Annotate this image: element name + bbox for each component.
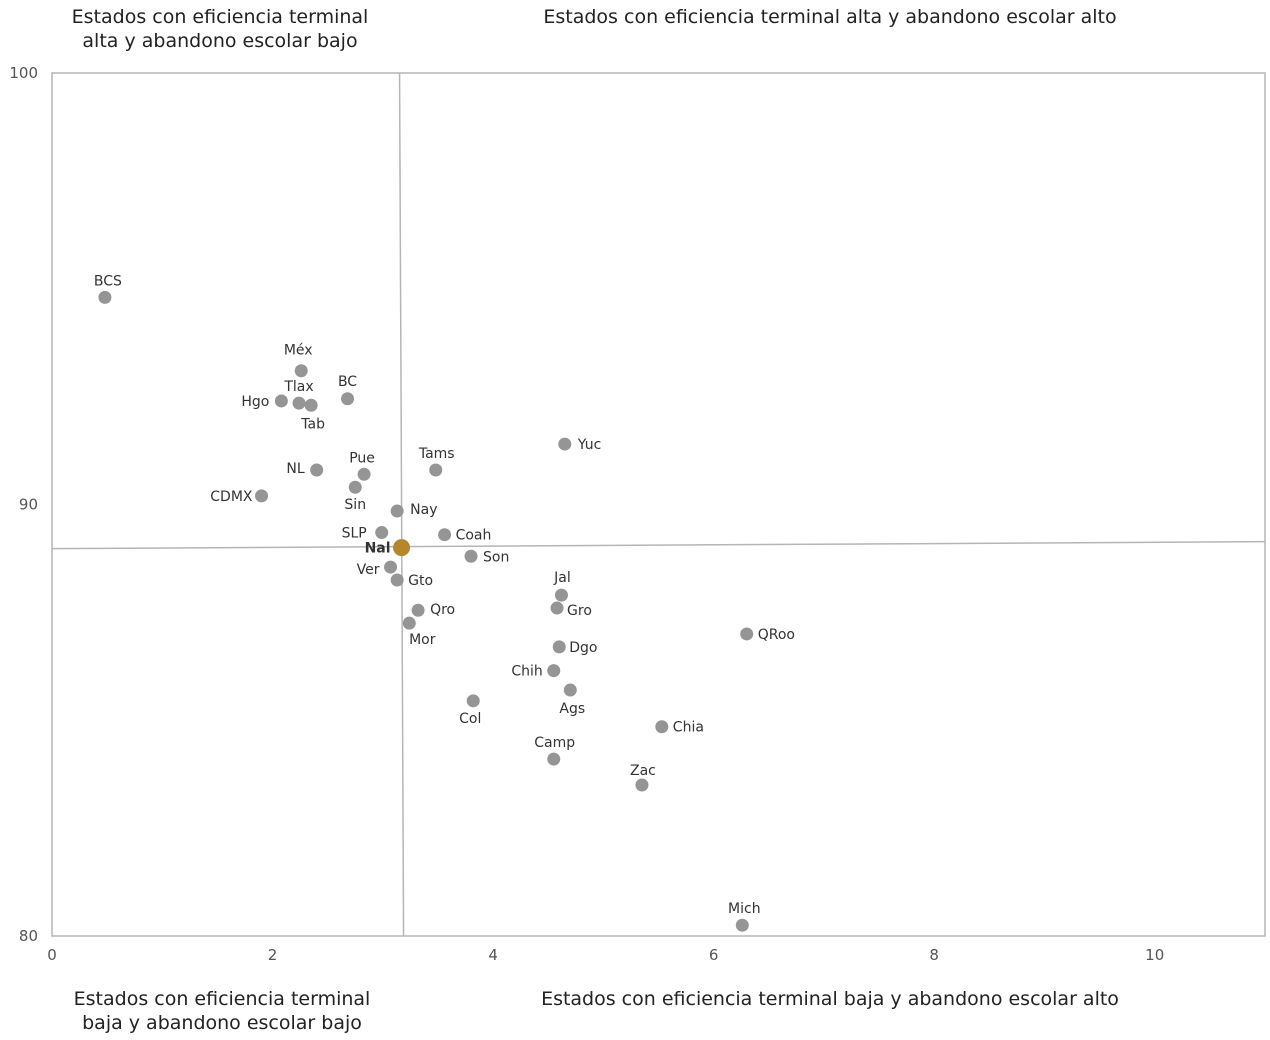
data-point xyxy=(547,664,561,678)
data-point-label: Tlax xyxy=(283,379,313,395)
data-point xyxy=(375,526,389,540)
data-point xyxy=(390,504,404,518)
data-point xyxy=(98,290,112,304)
data-point-label: SLP xyxy=(342,526,367,542)
data-point xyxy=(550,601,564,615)
plot-frame xyxy=(51,72,1266,937)
data-point-label: Dgo xyxy=(569,640,597,656)
data-point xyxy=(554,588,568,602)
data-point-label: Son xyxy=(483,549,509,565)
data-point xyxy=(466,694,480,708)
data-point-label: BCS xyxy=(94,273,122,289)
national-point-label: Nal xyxy=(365,541,391,557)
data-point xyxy=(411,603,425,617)
data-point-label: NL xyxy=(286,461,304,477)
data-point-label: Chih xyxy=(511,664,542,680)
data-point xyxy=(740,627,754,641)
quadrant-label-bottom-right: Estados con eficiencia terminal baja y a… xyxy=(541,988,1119,1010)
quadrant-label-top-right: Estados con eficiencia terminal alta y a… xyxy=(543,6,1116,28)
data-point-label: Nay xyxy=(410,502,437,518)
data-point-label: Yuc xyxy=(577,437,602,453)
quadrant-label-top-left: Estados con eficiencia terminal xyxy=(72,6,369,28)
reference-line-vertical xyxy=(398,72,405,937)
data-point-label: Gro xyxy=(567,603,592,619)
quadrant-label-bottom-left: Estados con eficiencia terminal xyxy=(74,988,371,1010)
data-point xyxy=(547,752,561,766)
data-point-label: CDMX xyxy=(210,489,253,505)
data-point-label: Sin xyxy=(344,497,366,513)
data-point-label: Jal xyxy=(553,570,571,586)
data-point xyxy=(310,463,324,477)
quadrant-label-top-left: alta y abandono escolar bajo xyxy=(82,30,357,52)
data-point xyxy=(255,489,269,503)
data-point-label: Tams xyxy=(418,446,455,462)
data-point-label: Qro xyxy=(430,602,455,618)
data-point xyxy=(655,720,669,734)
x-tick-label: 6 xyxy=(709,946,719,964)
data-point-label: Mor xyxy=(409,632,436,648)
data-point-label: Col xyxy=(459,711,481,727)
data-point xyxy=(464,549,478,563)
data-point xyxy=(390,573,404,587)
data-point xyxy=(304,398,318,412)
data-point xyxy=(438,528,452,542)
data-point xyxy=(429,463,443,477)
data-point xyxy=(402,616,416,630)
data-point-label: Pue xyxy=(349,450,375,466)
x-tick-label: 0 xyxy=(47,946,57,964)
data-point xyxy=(384,560,398,574)
data-point xyxy=(558,437,572,451)
data-point-label: Zac xyxy=(630,763,656,779)
data-point-label: QRoo xyxy=(758,627,795,643)
quadrant-label-bottom-left: baja y abandono escolar bajo xyxy=(82,1012,362,1034)
x-tick-label: 2 xyxy=(268,946,278,964)
reference-line-horizontal xyxy=(51,540,1266,550)
x-tick-label: 4 xyxy=(488,946,498,964)
data-point-label: Chia xyxy=(673,720,704,736)
data-point-label: Ags xyxy=(559,701,585,717)
data-point xyxy=(294,364,308,378)
data-point-label: Ver xyxy=(357,562,380,578)
data-point-label: Camp xyxy=(534,735,575,751)
data-point-label: BC xyxy=(338,374,357,390)
data-point xyxy=(635,778,649,792)
y-tick-label: 100 xyxy=(9,64,38,82)
x-tick-label: 8 xyxy=(929,946,939,964)
data-point-label: Coah xyxy=(456,528,492,544)
x-tick-label: 10 xyxy=(1145,946,1164,964)
data-point xyxy=(357,467,371,481)
data-point xyxy=(292,396,306,410)
data-point-label: Tab xyxy=(300,416,325,432)
data-point xyxy=(563,683,577,697)
data-point xyxy=(341,392,355,406)
y-tick-label: 80 xyxy=(19,927,38,945)
data-point-label: Hgo xyxy=(241,394,269,410)
data-point-label: Méx xyxy=(284,343,313,359)
data-point xyxy=(274,394,288,408)
data-point xyxy=(735,918,749,932)
y-tick-label: 90 xyxy=(19,496,38,514)
data-point xyxy=(552,640,566,654)
data-point-label: Gto xyxy=(408,573,433,589)
data-point xyxy=(348,480,362,494)
data-point-label: Mich xyxy=(728,901,761,917)
national-point xyxy=(393,539,411,557)
